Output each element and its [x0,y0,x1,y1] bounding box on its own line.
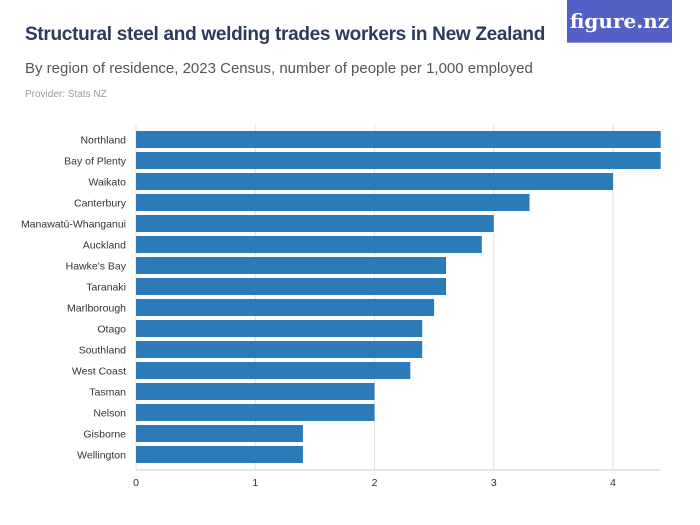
x-tick-label: 3 [491,477,497,489]
x-tick-label: 1 [252,477,258,489]
category-label: Auckland [83,240,126,252]
bar [136,257,447,274]
bar [136,320,423,337]
category-label: Wellington [77,450,126,462]
bar [136,236,482,253]
category-label: Gisborne [83,429,126,441]
category-label: Southland [79,345,126,357]
bar [136,152,661,169]
category-label: Bay of Plenty [64,156,127,168]
bar [136,173,613,190]
figure-nz-logo[interactable]: figure.nz [567,0,672,43]
category-label: Otago [97,324,126,336]
bar [136,362,411,379]
bar [136,278,447,295]
bar [136,299,435,316]
category-label: Northland [80,135,126,147]
category-label: Canterbury [74,198,127,210]
x-tick-label: 4 [610,477,616,489]
bar [136,194,530,211]
chart-title: Structural steel and welding trades work… [25,24,546,45]
bar [136,215,494,232]
category-label: Marlborough [67,303,126,315]
category-label: Nelson [93,408,126,420]
bar [136,383,375,400]
bar [136,404,375,421]
category-label: Tasman [89,387,126,399]
bar [136,446,303,463]
category-label: Waikato [88,177,126,189]
bar [136,425,303,442]
chart-subtitle: By region of residence, 2023 Census, num… [25,60,533,77]
x-tick-label: 0 [133,477,139,489]
category-label: Manawatū-Whanganui [21,219,126,231]
category-label: Hawke's Bay [66,261,127,273]
bar [136,131,661,148]
x-tick-label: 2 [372,477,378,489]
category-label: West Coast [72,366,126,378]
bar [136,341,423,358]
category-label: Taranaki [86,282,126,294]
provider-label: Provider: Stats NZ [25,89,107,100]
